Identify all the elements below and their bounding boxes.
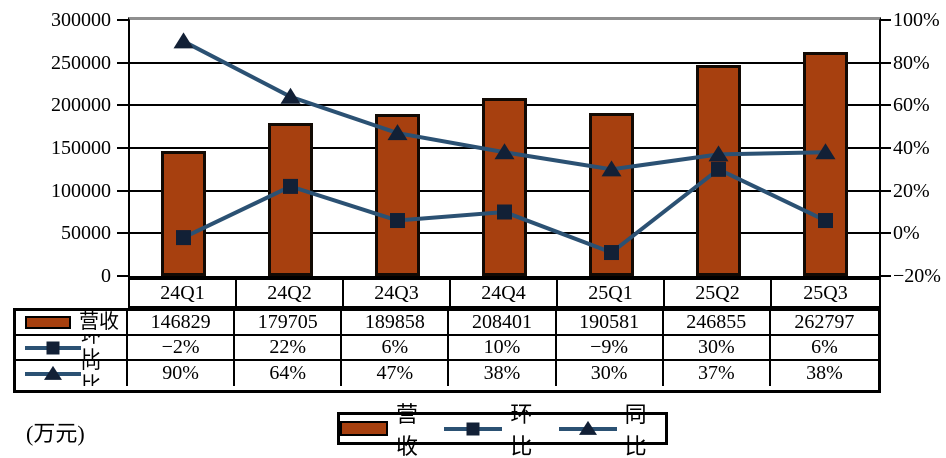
table-row-header-revenue: 营收 xyxy=(16,311,128,336)
right-axis-tick xyxy=(881,19,891,21)
plot-area xyxy=(128,17,881,278)
left-axis-tick xyxy=(117,104,128,107)
revenue-bar-24Q4 xyxy=(482,98,527,276)
left-axis-tick xyxy=(117,189,128,192)
table-cell: 38% xyxy=(806,362,843,384)
table-cell: 10% xyxy=(449,336,557,361)
left-axis-tick-label: 100000 xyxy=(51,179,111,202)
revenue-bar-24Q2 xyxy=(268,122,313,276)
left-axis: 300000 250000 200000 150000 100000 50000… xyxy=(0,7,115,289)
table-cell: −2% xyxy=(128,336,236,361)
unit-label: (万元) xyxy=(26,421,85,446)
right-axis-tick-label: 100% xyxy=(893,9,940,31)
right-axis-tick-label: 20% xyxy=(893,179,930,202)
data-table: 营收 146829 179705 189858 208401 190581 24… xyxy=(13,308,881,393)
table-cell: 208401 xyxy=(449,311,557,336)
left-axis-tick xyxy=(117,147,128,149)
legend-qoq-line-square-icon xyxy=(444,421,503,437)
legend-label-qoq: 环比 xyxy=(510,401,533,458)
right-axis-tick xyxy=(881,232,891,235)
category-cell: 25Q2 xyxy=(665,280,772,306)
revenue-bar-25Q3 xyxy=(803,51,848,276)
table-cell: 262797 xyxy=(770,311,878,336)
right-axis-tick-label: 60% xyxy=(893,94,930,117)
row-label: 同比 xyxy=(81,361,101,386)
right-axis-tick xyxy=(881,104,891,107)
table-cell: 189858 xyxy=(342,311,450,336)
table-cell: 190581 xyxy=(556,311,664,336)
revenue-bar-24Q3 xyxy=(375,114,420,276)
category-cell: 24Q4 xyxy=(451,280,558,306)
table-cell: 6% xyxy=(770,336,878,361)
legend-box: 营收 环比 同比 xyxy=(337,402,668,458)
table-cell: −9% xyxy=(556,336,664,361)
left-axis-tick-label: 300000 xyxy=(51,9,111,31)
table-cell: 22% xyxy=(235,336,343,361)
right-axis-tick-label: 0% xyxy=(893,222,920,245)
right-axis-tick xyxy=(881,189,891,192)
x-axis-category-row: 24Q1 24Q2 24Q3 24Q4 25Q1 25Q2 25Q3 xyxy=(128,278,881,308)
legend-revenue-swatch-icon xyxy=(340,421,388,436)
table-cell: 246855 xyxy=(663,311,771,336)
legend-label-yoy: 同比 xyxy=(624,401,647,458)
left-axis-tick-label: 200000 xyxy=(51,94,111,117)
category-cell: 24Q1 xyxy=(130,280,237,306)
table-cell: 90% xyxy=(128,361,236,386)
yoy-line-triangle-icon xyxy=(25,365,81,382)
table-cell: 179705 xyxy=(235,311,343,336)
row-label: 营收 xyxy=(79,311,119,333)
category-cell: 24Q3 xyxy=(344,280,451,306)
left-axis-tick-label: 150000 xyxy=(51,136,111,159)
legend-label-revenue: 营收 xyxy=(396,401,419,458)
table-row-header-qoq: 环比 xyxy=(16,336,128,361)
table-cell: 30% xyxy=(663,336,771,361)
table-cell: 6% xyxy=(342,336,450,361)
legend-yoy-line-triangle-icon xyxy=(558,420,617,437)
table-cell: 30% xyxy=(557,361,664,386)
gridline xyxy=(130,61,879,64)
left-axis-tick xyxy=(117,19,128,21)
left-axis-tick-label: 250000 xyxy=(51,51,111,74)
left-axis-tick-label: 0 xyxy=(101,264,111,287)
right-axis-tick-label: −20% xyxy=(893,264,941,287)
qoq-line-square-icon xyxy=(25,340,81,356)
table-cell: 146829 xyxy=(128,311,236,336)
table-cell: 38% xyxy=(449,361,557,386)
right-axis-tick-label: 40% xyxy=(893,136,930,159)
right-axis: 100% 80% 60% 40% 20% 0% −20% xyxy=(891,7,945,289)
revenue-bar-swatch-icon xyxy=(25,316,71,329)
right-axis-tick xyxy=(881,147,891,149)
right-axis-tick xyxy=(881,275,891,277)
left-axis-tick-label: 50000 xyxy=(61,222,111,245)
category-cell: 24Q2 xyxy=(237,280,344,306)
left-axis-tick xyxy=(117,275,128,277)
table-cell: 37% xyxy=(664,361,771,386)
left-axis-tick xyxy=(117,232,128,235)
right-axis-tick-label: 80% xyxy=(893,51,930,74)
revenue-bar-24Q1 xyxy=(161,150,206,276)
right-axis-tick xyxy=(881,61,891,64)
category-cell: 25Q3 xyxy=(803,281,848,304)
line-series-layer xyxy=(173,32,836,261)
table-cell: 64% xyxy=(235,361,343,386)
row-label: 环比 xyxy=(81,336,101,361)
category-cell: 25Q1 xyxy=(558,280,665,306)
left-axis-tick xyxy=(117,61,128,64)
table-row-header-yoy: 同比 xyxy=(16,361,128,386)
table-cell: 47% xyxy=(342,361,450,386)
